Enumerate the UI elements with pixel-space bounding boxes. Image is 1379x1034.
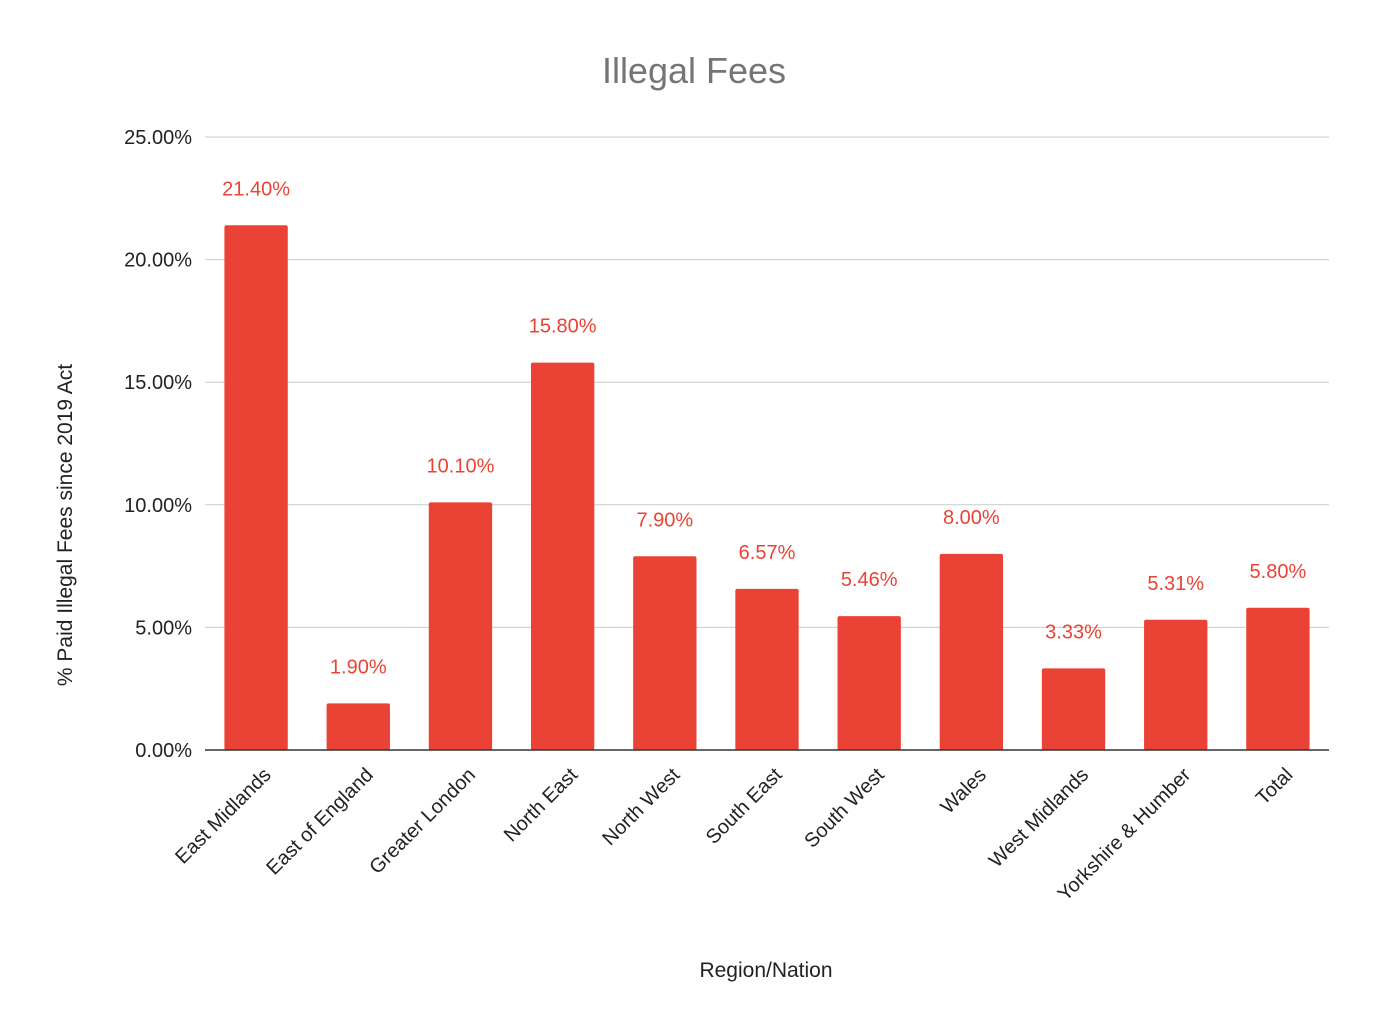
data-labels: 21.40% 1.90% 10.10% 15.80% 7.90% 6.57% 5.46% 8.… (222, 178, 1306, 678)
data-label: 5.46% (841, 569, 898, 591)
bar (1144, 619, 1208, 750)
data-label: 21.40% (222, 178, 290, 200)
bar (530, 362, 595, 750)
y-axis-title: % Paid Illegal Fees since 2019 Act (54, 364, 77, 686)
data-label: 8.00% (943, 507, 1000, 529)
data-label: 1.90% (330, 656, 387, 678)
data-label: 10.10% (427, 455, 495, 477)
bar (224, 225, 288, 751)
bar (633, 556, 697, 750)
y-tick-label: 15.00% (124, 372, 192, 394)
x-tick-label: North East (500, 764, 583, 847)
x-tick-label: East Midlands (171, 764, 275, 868)
y-tick-label: 20.00% (124, 250, 192, 272)
bars (224, 225, 1310, 751)
bar (735, 588, 799, 750)
bar (1041, 668, 1106, 750)
x-tick-label: South West (800, 764, 889, 853)
x-tick-label: Total (1252, 764, 1297, 809)
bar (1246, 607, 1310, 750)
x-tick-label: North West (598, 764, 684, 850)
x-tick-label: Wales (937, 764, 991, 818)
data-label: 15.80% (529, 316, 597, 338)
data-label: 5.31% (1147, 573, 1204, 595)
chart-title: Illegal Fees (602, 50, 786, 91)
data-label: 5.80% (1250, 561, 1307, 583)
x-tick-label: East of England (262, 764, 377, 879)
x-tick-label: West Midlands (985, 764, 1093, 872)
bar (837, 616, 901, 750)
gridlines (205, 136, 1329, 628)
bar (428, 502, 493, 750)
y-tick-label: 0.00% (135, 740, 192, 762)
data-label: 3.33% (1045, 621, 1102, 643)
y-tick-label: 10.00% (124, 495, 192, 517)
bar (326, 703, 390, 750)
data-label: 7.90% (636, 509, 693, 531)
data-label: 6.57% (739, 542, 796, 564)
y-axis-ticks: 0.00% 5.00% 10.00% 15.00% 20.00% 25.00% (124, 127, 192, 762)
x-axis-title: Region/Nation (699, 959, 832, 982)
bar (939, 553, 1004, 750)
y-tick-label: 25.00% (124, 127, 192, 149)
x-tick-label: South East (702, 764, 787, 849)
y-tick-label: 5.00% (135, 617, 192, 639)
x-tick-label: Greater London (365, 764, 480, 879)
